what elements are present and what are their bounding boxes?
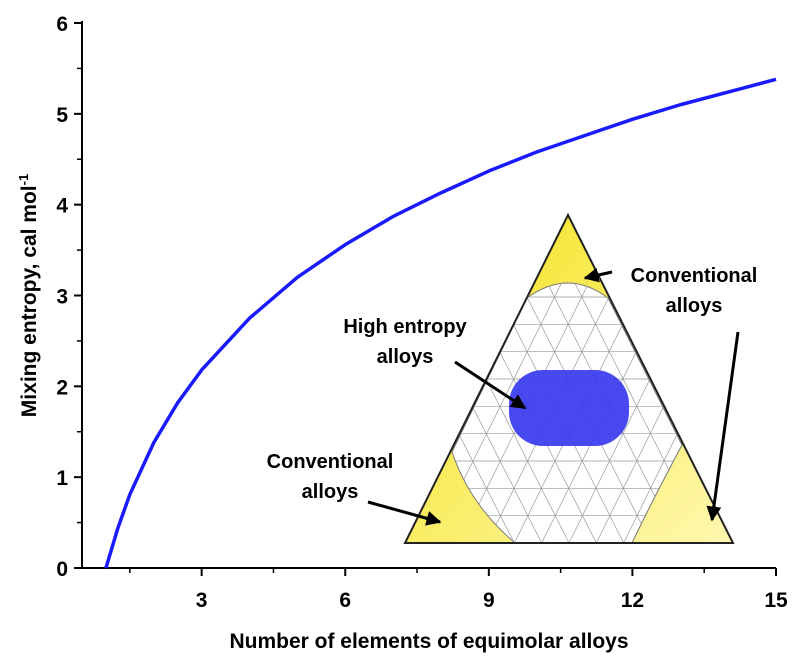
x-tick-label: 12 [621,589,644,612]
arrow [454,360,527,410]
y-axis-title-sup: -1 [16,174,31,186]
y-tick-label: 6 [56,13,68,36]
x-tick-label: 3 [196,589,208,612]
y-tick-label: 4 [56,195,68,218]
y-axis-title: Mixing entropy, cal mol-1 [16,174,41,417]
y-tick-label: 2 [56,376,68,399]
annotation: alloys [302,481,359,503]
y-tick-label: 3 [56,286,68,309]
y-tick-label: 5 [56,104,68,127]
mesh-line [472,406,542,543]
annotation: alloys [377,346,434,368]
y-tick-label: 1 [56,467,68,490]
annotation: High entropy [343,316,467,338]
hea-region [509,370,629,446]
arrow [583,267,613,283]
triangle-edge [403,212,735,544]
arrow [706,331,740,522]
x-tick-label: 6 [339,589,351,612]
mesh-line [499,351,597,543]
y-tick-label: 0 [56,558,68,581]
annotation: alloys [666,295,723,317]
x-tick-label: 9 [483,589,495,612]
x-axis-title: Number of elements of equimolar alloys [229,630,628,653]
data-line [104,77,777,569]
annotation: Conventional [631,265,758,287]
ternary-inset: Conventional alloys High entropy alloys Conv… [267,212,758,544]
arrow [367,500,442,526]
x-tick-label: 15 [764,589,788,612]
annotation: Conventional [267,451,394,473]
y-axis-title-main: Mixing entropy, cal mol [18,185,41,417]
mesh-line [596,406,664,543]
